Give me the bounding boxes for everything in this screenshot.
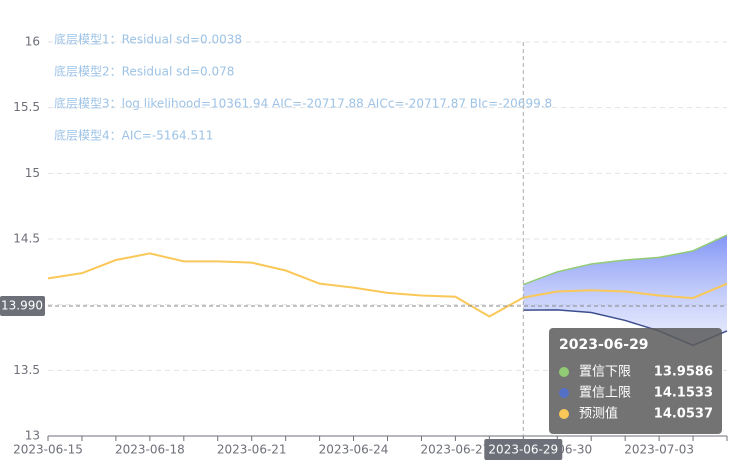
y-tick-label: 16 xyxy=(25,35,40,49)
pointer-y-label-bg xyxy=(0,295,45,316)
pointer-x-label-bg xyxy=(484,439,563,460)
tooltip-value: 14.0537 xyxy=(654,407,713,422)
x-tick-label: 2023-06-27 xyxy=(421,443,491,457)
x-tick-label: 2023-06-21 xyxy=(217,443,287,457)
series-line xyxy=(47,252,728,318)
x-tick-label: 2023-06-24 xyxy=(319,443,389,457)
legend-dot xyxy=(559,367,569,377)
series-line xyxy=(523,234,728,286)
tooltip-value: 14.1533 xyxy=(654,386,713,401)
y-tick-label: 14.5 xyxy=(13,232,40,246)
tooltip: 2023-06-29 置信下限 13.9586 置信上限 14.1533 预测值 14.05… xyxy=(549,328,722,434)
x-tick-label: 2023-07-03 xyxy=(624,443,694,457)
legend-dot xyxy=(559,388,569,398)
legend-dot xyxy=(559,409,569,419)
x-tick-label: 2023-06-15 xyxy=(13,443,83,457)
y-tick-label: 13.5 xyxy=(13,363,40,377)
annotation: 底层模型1：Residual sd=0.0038 xyxy=(54,32,242,47)
tooltip-value: 13.9586 xyxy=(654,365,713,380)
legend-name: 预测值 xyxy=(579,406,618,422)
annotation: 底层模型2：Residual sd=0.078 xyxy=(54,64,234,79)
pointer-y-label: 13.990 xyxy=(1,298,43,312)
tooltip-bg xyxy=(549,328,722,434)
y-tick-label: 13 xyxy=(25,429,40,443)
y-tick-label: 15 xyxy=(25,166,40,180)
y-tick-label: 15.5 xyxy=(13,100,40,114)
legend-name: 置信上限 xyxy=(579,386,631,401)
confidence-band xyxy=(523,235,727,346)
annotation: 底层模型3：log likelihood=10361.94 AIC=-20717… xyxy=(54,96,552,111)
x-tick-label: 2023-06-18 xyxy=(115,443,185,457)
annotation: 底层模型4：AIC=-5164.511 xyxy=(54,128,213,143)
tooltip-title: 2023-06-29 xyxy=(559,337,649,353)
legend-name: 置信下限 xyxy=(579,365,631,380)
pointer-x-label: 2023-06-29 xyxy=(488,443,558,457)
